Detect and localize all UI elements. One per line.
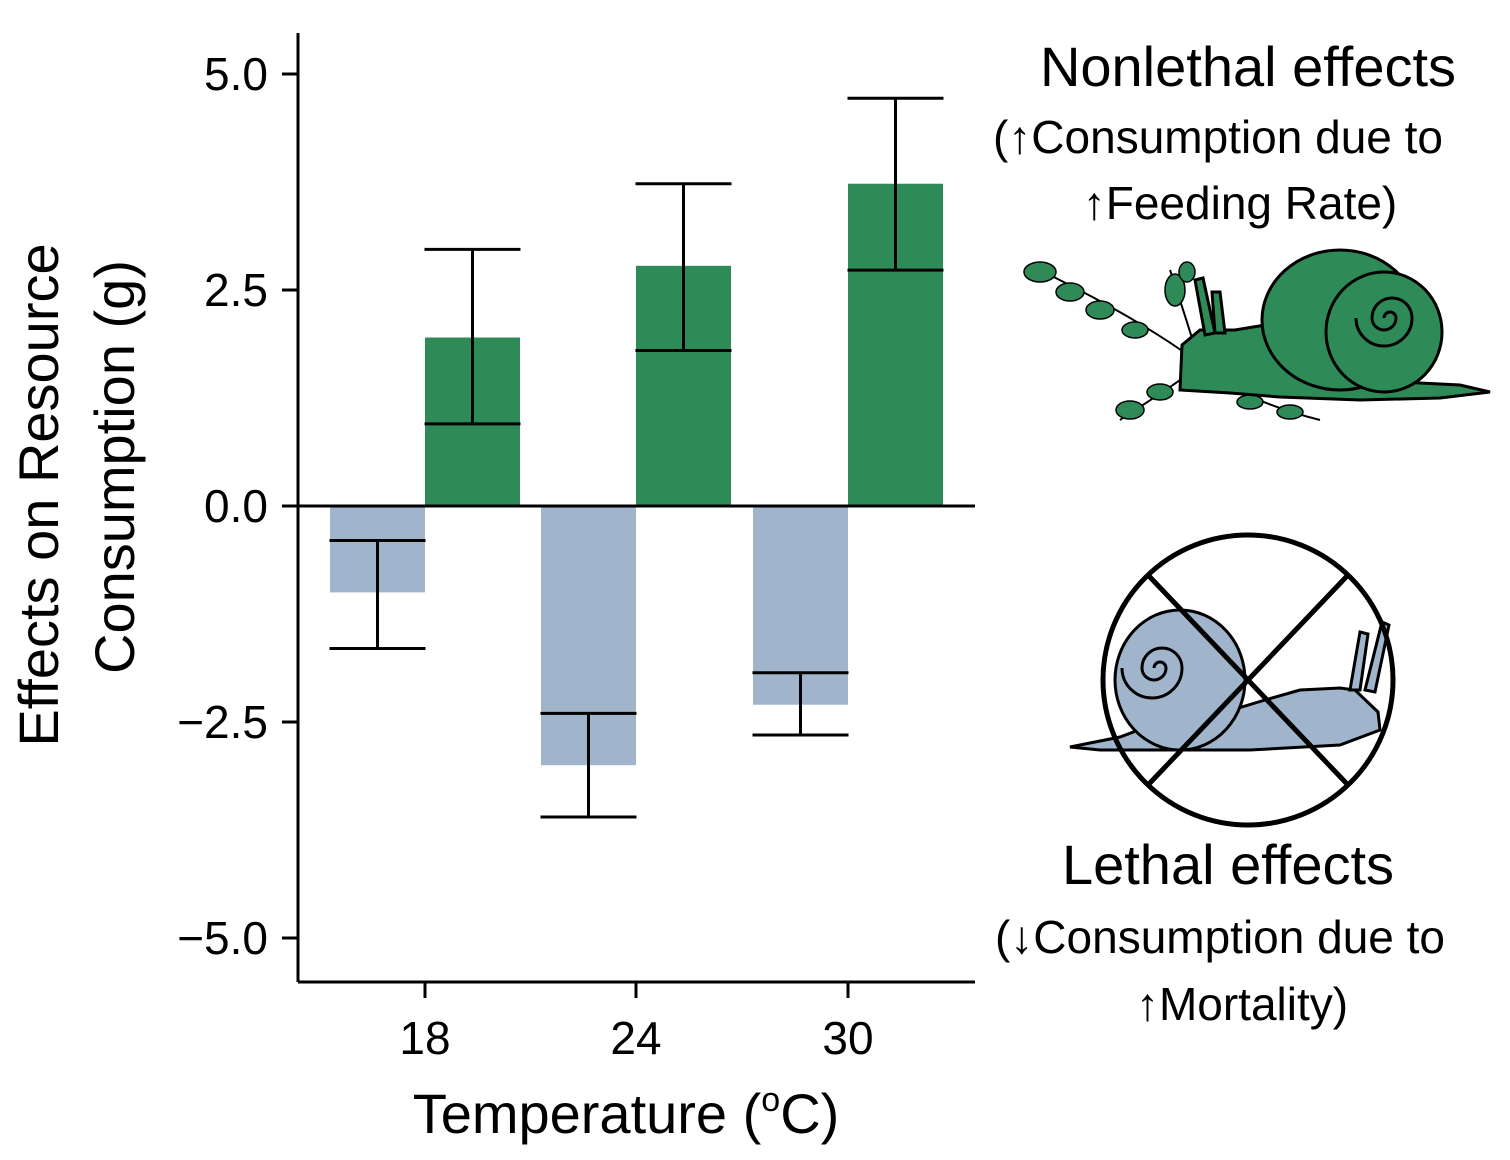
x-tick-label: 18 [399, 1012, 450, 1064]
bar-plot-area [329, 96, 944, 819]
y-axis-title-line1: Effects on Resource [7, 243, 70, 746]
nonlethal-line3: ↑Feeding Rate) [1083, 177, 1398, 229]
nonlethal-line2: (↑Consumption due to [993, 111, 1443, 163]
error-bar-lethal-30 [752, 671, 849, 737]
nonlethal-annotation: Nonlethal effects (↑Consumption due to ↑… [993, 35, 1491, 421]
error-bar-lethal-18 [329, 539, 426, 651]
x-tick-label: 30 [822, 1012, 873, 1064]
error-bar-nonlethal-24 [635, 182, 732, 352]
y-tick-label: 5.0 [204, 48, 268, 100]
crossed-out-snail-icon [1069, 532, 1396, 828]
lethal-annotation: Lethal effects (↓Consumption due to ↑Mor… [995, 532, 1445, 1030]
lethal-line3: ↑Mortality) [1136, 978, 1348, 1030]
axes: 5.0 2.5 0.0 −2.5 −5.0 18 24 30 [177, 33, 975, 1064]
error-bar-lethal-24 [540, 711, 637, 819]
x-axis-title: Temperature (oC) [413, 1081, 840, 1145]
x-axis-title-superscript: o [761, 1081, 780, 1119]
x-tick-label: 24 [610, 1012, 661, 1064]
error-bar-nonlethal-18 [424, 247, 521, 426]
nonlethal-title: Nonlethal effects [1040, 35, 1456, 98]
y-tick-label: 2.5 [204, 264, 268, 316]
y-axis-title-line2: Consumption (g) [83, 260, 146, 674]
y-tick-label: −5.0 [177, 912, 268, 964]
lethal-line2: (↓Consumption due to [995, 911, 1445, 963]
lethal-title: Lethal effects [1062, 833, 1394, 896]
y-tick-label: 0.0 [204, 480, 268, 532]
error-bar-nonlethal-30 [847, 96, 944, 272]
y-tick-label: −2.5 [177, 696, 268, 748]
snail-with-plant-icon [1023, 248, 1491, 421]
